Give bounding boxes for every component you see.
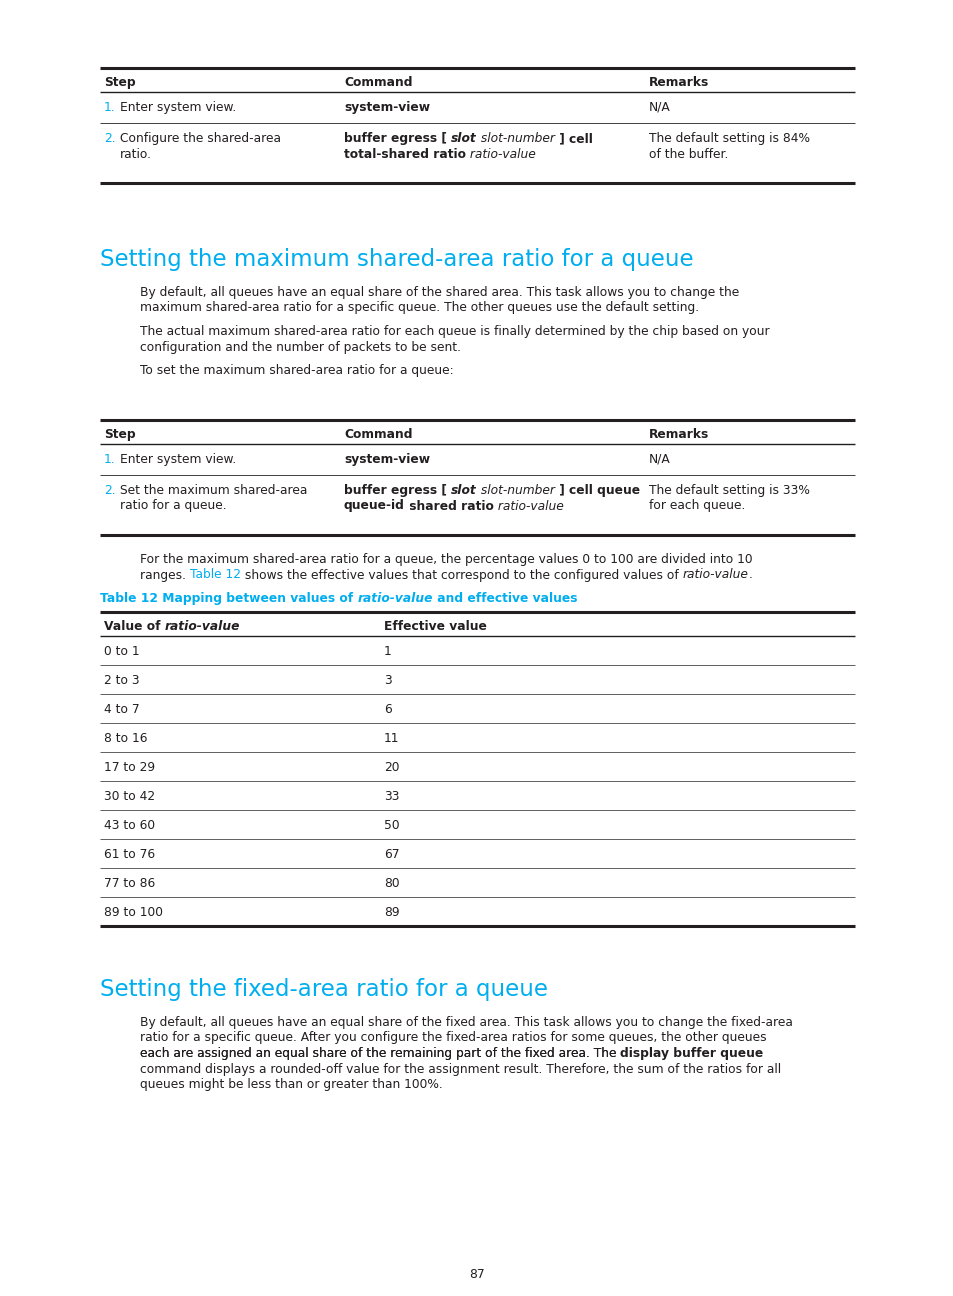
Text: queue-id: queue-id: [344, 499, 404, 512]
Text: buffer egress [: buffer egress [: [344, 132, 451, 145]
Text: slot: slot: [451, 483, 476, 496]
Text: system-view: system-view: [344, 454, 430, 467]
Text: 61 to 76: 61 to 76: [104, 848, 155, 861]
Text: and effective values: and effective values: [433, 592, 577, 605]
Text: The default setting is 84%: The default setting is 84%: [648, 132, 809, 145]
Text: 1.: 1.: [104, 101, 115, 114]
Text: The actual maximum shared-area ratio for each queue is finally determined by the: The actual maximum shared-area ratio for…: [140, 325, 769, 338]
Text: 8 to 16: 8 to 16: [104, 732, 148, 745]
Text: By default, all queues have an equal share of the shared area. This task allows : By default, all queues have an equal sha…: [140, 286, 739, 299]
Text: 2.: 2.: [104, 132, 115, 145]
Text: ratio for a specific queue. After you configure the fixed-area ratios for some q: ratio for a specific queue. After you co…: [140, 1032, 766, 1045]
Text: Remarks: Remarks: [648, 76, 708, 89]
Text: 2 to 3: 2 to 3: [104, 674, 139, 687]
Text: configuration and the number of packets to be sent.: configuration and the number of packets …: [140, 341, 460, 354]
Text: ratio-value: ratio-value: [357, 592, 433, 605]
Text: Command: Command: [344, 76, 412, 89]
Text: 1: 1: [384, 645, 392, 658]
Text: ratio-value: ratio-value: [465, 148, 536, 161]
Text: Step: Step: [104, 428, 135, 441]
Text: shows the effective values that correspond to the configured values of: shows the effective values that correspo…: [240, 569, 681, 582]
Text: each are assigned an equal share of the remaining part of the fixed area. The: each are assigned an equal share of the …: [140, 1047, 619, 1060]
Text: 1.: 1.: [104, 454, 115, 467]
Text: 89 to 100: 89 to 100: [104, 906, 163, 919]
Text: Step: Step: [104, 76, 135, 89]
Text: maximum shared-area ratio for a specific queue. The other queues use the default: maximum shared-area ratio for a specific…: [140, 302, 699, 315]
Text: Table 12 Mapping between values of: Table 12 Mapping between values of: [100, 592, 357, 605]
Text: By default, all queues have an equal share of the fixed area. This task allows y: By default, all queues have an equal sha…: [140, 1016, 792, 1029]
Text: ratio-value: ratio-value: [494, 499, 563, 512]
Text: each are assigned an equal share of the remaining part of the fixed area. The: each are assigned an equal share of the …: [140, 1047, 619, 1060]
Text: Setting the maximum shared-area ratio for a queue: Setting the maximum shared-area ratio fo…: [100, 248, 693, 271]
Text: Command: Command: [344, 428, 412, 441]
Text: 87: 87: [469, 1267, 484, 1280]
Text: command displays a rounded-off value for the assignment result. Therefore, the s: command displays a rounded-off value for…: [140, 1063, 781, 1076]
Text: The default setting is 33%: The default setting is 33%: [648, 483, 809, 496]
Text: 4 to 7: 4 to 7: [104, 702, 139, 715]
Text: ratio-value: ratio-value: [165, 619, 240, 632]
Text: N/A: N/A: [648, 454, 670, 467]
Text: ratio.: ratio.: [120, 148, 152, 161]
Text: 43 to 60: 43 to 60: [104, 819, 155, 832]
Text: ratio-value: ratio-value: [681, 569, 747, 582]
Text: Configure the shared-area: Configure the shared-area: [120, 132, 281, 145]
Text: total-shared ratio: total-shared ratio: [344, 148, 465, 161]
Text: 33: 33: [384, 791, 399, 804]
Text: slot-number: slot-number: [476, 132, 554, 145]
Text: 11: 11: [384, 732, 399, 745]
Text: ] cell queue: ] cell queue: [554, 483, 639, 496]
Text: slot: slot: [451, 132, 476, 145]
Text: 3: 3: [384, 674, 392, 687]
Text: of the buffer.: of the buffer.: [648, 148, 727, 161]
Text: .: .: [747, 569, 752, 582]
Text: display buffer queue: display buffer queue: [619, 1047, 762, 1060]
Text: Remarks: Remarks: [648, 428, 708, 441]
Text: ranges.: ranges.: [140, 569, 190, 582]
Text: Enter system view.: Enter system view.: [120, 101, 236, 114]
Text: slot-number: slot-number: [476, 483, 554, 496]
Text: 20: 20: [384, 761, 399, 774]
Text: queues might be less than or greater than 100%.: queues might be less than or greater tha…: [140, 1078, 442, 1091]
Text: Set the maximum shared-area: Set the maximum shared-area: [120, 483, 307, 496]
Text: buffer egress [: buffer egress [: [344, 483, 451, 496]
Text: 30 to 42: 30 to 42: [104, 791, 155, 804]
Text: 2.: 2.: [104, 483, 115, 496]
Text: 6: 6: [384, 702, 392, 715]
Text: 17 to 29: 17 to 29: [104, 761, 155, 774]
Text: ] cell: ] cell: [554, 132, 592, 145]
Text: Enter system view.: Enter system view.: [120, 454, 236, 467]
Text: N/A: N/A: [648, 101, 670, 114]
Text: shared ratio: shared ratio: [404, 499, 494, 512]
Text: for each queue.: for each queue.: [648, 499, 744, 512]
Text: Value of: Value of: [104, 619, 165, 632]
Text: 67: 67: [384, 848, 399, 861]
Text: 0 to 1: 0 to 1: [104, 645, 139, 658]
Text: ratio for a queue.: ratio for a queue.: [120, 499, 227, 512]
Text: 77 to 86: 77 to 86: [104, 877, 155, 890]
Text: For the maximum shared-area ratio for a queue, the percentage values 0 to 100 ar: For the maximum shared-area ratio for a …: [140, 553, 752, 566]
Text: To set the maximum shared-area ratio for a queue:: To set the maximum shared-area ratio for…: [140, 364, 453, 377]
Text: Table 12: Table 12: [190, 569, 240, 582]
Text: Setting the fixed-area ratio for a queue: Setting the fixed-area ratio for a queue: [100, 978, 547, 1001]
Text: Effective value: Effective value: [384, 619, 486, 632]
Text: 89: 89: [384, 906, 399, 919]
Text: 80: 80: [384, 877, 399, 890]
Text: system-view: system-view: [344, 101, 430, 114]
Text: 50: 50: [384, 819, 399, 832]
